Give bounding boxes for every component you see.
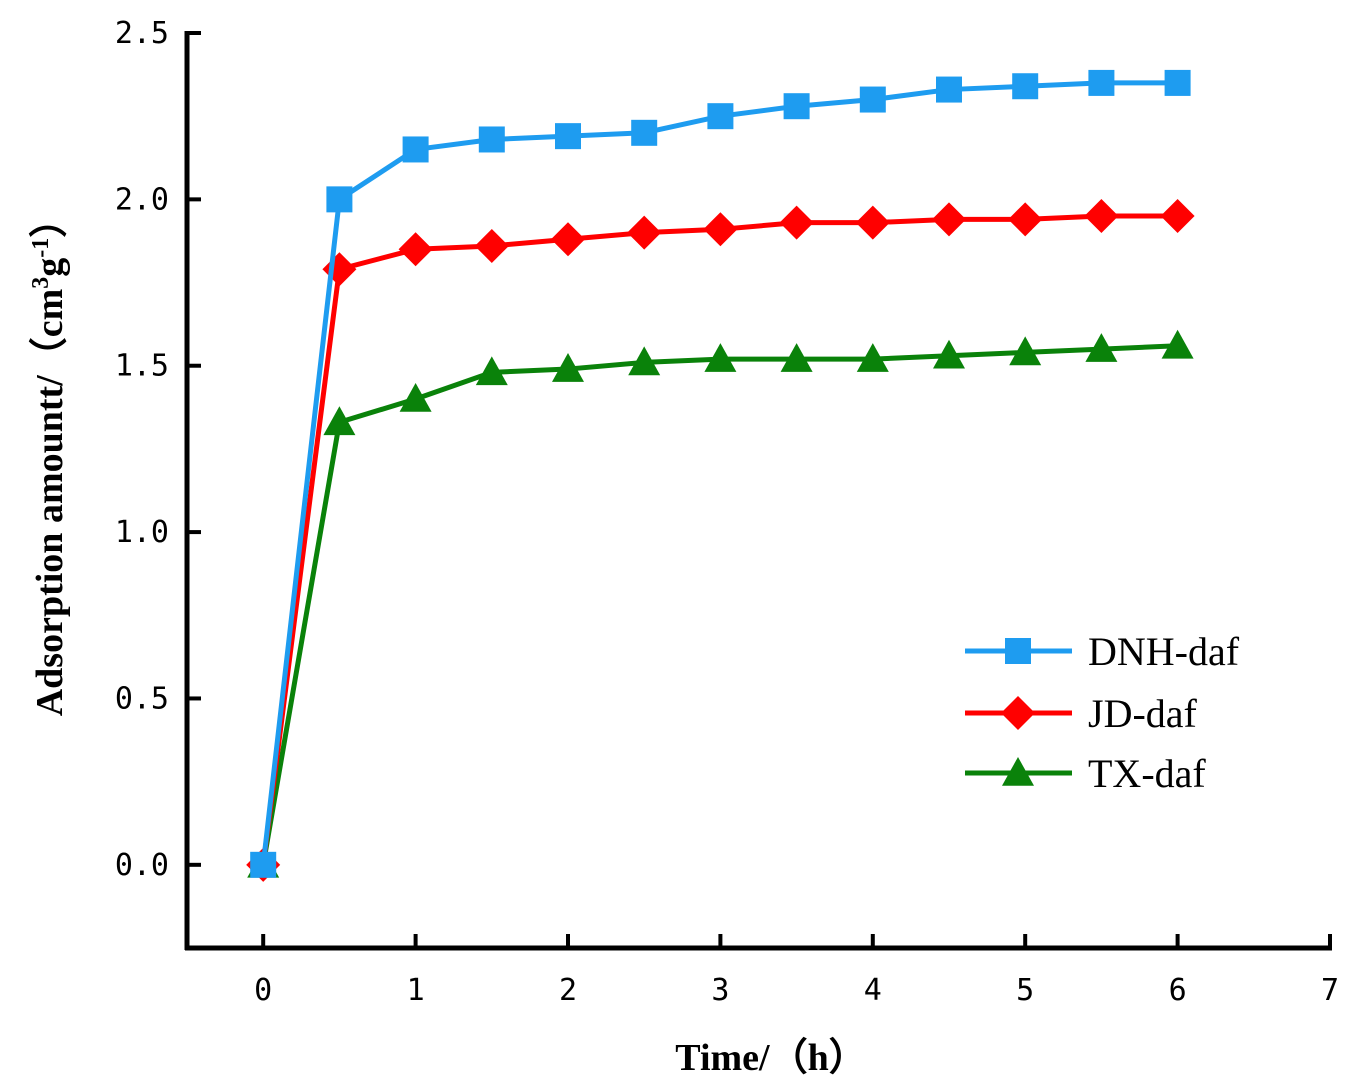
y-tick-label: 0.5 [115, 681, 169, 716]
data-point [936, 76, 962, 103]
x-axis-title: Time/（h） [675, 1037, 866, 1079]
y-tick-label: 2.5 [115, 16, 169, 51]
series-line [260, 343, 1178, 866]
x-tick-label: 3 [711, 973, 729, 1008]
y-axis-title: Adsorption amountt/（cm3g-1） [28, 200, 71, 717]
data-point [551, 222, 585, 257]
data-point [779, 205, 814, 240]
data-point [326, 186, 353, 213]
data-point [1161, 329, 1194, 359]
legend-label: DNH-daf [1088, 629, 1240, 674]
x-tick-label: 4 [864, 973, 882, 1008]
data-point [627, 215, 662, 250]
data-point [478, 126, 505, 153]
x-tick-label: 0 [254, 973, 272, 1008]
series-line [260, 80, 1178, 866]
data-point [707, 103, 734, 130]
data-point [552, 353, 584, 382]
y-tick-label: 0.0 [115, 848, 169, 883]
series-line [260, 213, 1178, 866]
legend-marker [1005, 638, 1031, 664]
legend-item-DNH-daf: DNH-daf [965, 629, 1240, 674]
data-point [250, 851, 277, 878]
legend-item-TX-daf: TX-daf [965, 751, 1206, 796]
series-DNH-daf [250, 69, 1191, 878]
legend-label: JD-daf [1088, 691, 1198, 736]
ticks: 0.0 0.5 1.0 1.5 2.0 2.5 0 1 2 3 4 5 6 7 [115, 16, 1339, 1008]
legend: DNH-daf JD-daf TX-daf [965, 629, 1240, 796]
data-point [402, 136, 429, 163]
x-tick-label: 1 [407, 973, 425, 1008]
legend-marker [1001, 696, 1035, 730]
data-point [783, 93, 810, 120]
series-JD-daf [246, 199, 1195, 882]
series-layer [246, 69, 1195, 882]
data-point [856, 343, 889, 372]
x-tick-label: 5 [1016, 973, 1034, 1008]
data-point [1084, 199, 1119, 233]
data-point [1160, 199, 1195, 233]
data-point [323, 406, 356, 436]
data-point [855, 205, 890, 240]
data-point [1009, 336, 1042, 366]
data-point [1085, 333, 1118, 362]
y-tick-label: 1.0 [115, 515, 169, 550]
data-point [933, 339, 965, 369]
data-point [474, 228, 509, 263]
data-point [555, 123, 581, 150]
data-point [932, 202, 966, 237]
axes [184, 31, 1332, 951]
legend-item-JD-daf: JD-daf [965, 691, 1198, 736]
data-point [398, 232, 433, 267]
data-point [1088, 69, 1115, 96]
data-point [1008, 202, 1043, 237]
data-point [628, 346, 661, 376]
data-point [1012, 73, 1039, 100]
data-point [475, 356, 508, 386]
data-point [780, 343, 813, 372]
series-TX-daf [247, 329, 1194, 878]
data-point [704, 343, 737, 372]
legend-marker [1002, 757, 1034, 786]
y-tick-label: 2.0 [115, 182, 169, 217]
data-point [859, 86, 886, 113]
data-point [703, 212, 738, 247]
y-tick-label: 1.5 [115, 349, 169, 384]
data-point [1164, 69, 1191, 96]
data-point [631, 119, 658, 146]
legend-label: TX-daf [1088, 751, 1206, 796]
x-tick-label: 2 [559, 973, 577, 1008]
data-point [399, 383, 432, 412]
x-tick-label: 6 [1169, 973, 1187, 1008]
data-point [322, 252, 357, 287]
x-tick-label: 7 [1321, 973, 1339, 1008]
